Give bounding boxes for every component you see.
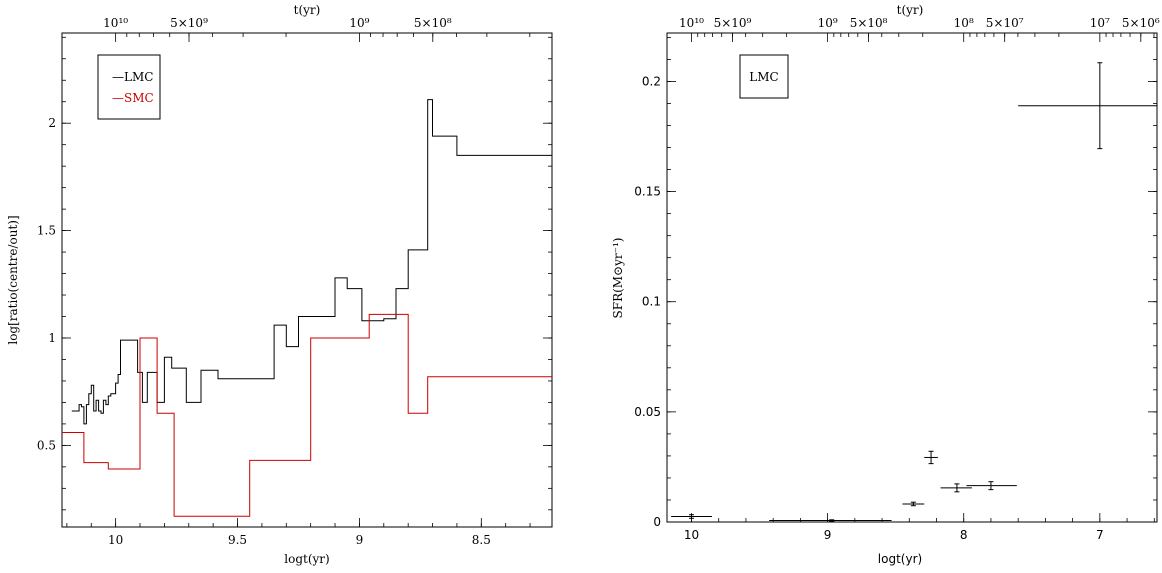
right-x-tick-label: 8	[960, 528, 968, 542]
legend-entry-lmc: —LMC	[112, 70, 153, 84]
right-y-tick-label: 0	[653, 515, 661, 529]
left-series	[62, 99, 552, 517]
left-plot-frame	[61, 32, 553, 528]
left-legend: —LMC —SMC	[97, 54, 161, 120]
right-legend: LMC	[739, 54, 789, 99]
right-y-tick-label: 0.05	[634, 405, 661, 419]
right-x-tick-label: 7	[1096, 528, 1104, 542]
left-top-tick-label: 5×10⁸	[414, 16, 452, 30]
left-y-tick-label: 1.5	[37, 224, 56, 238]
right-legend-text: LMC	[749, 70, 778, 84]
left-ticks: 10 9.5 9 8.5 0.5 1 1.5 2 10¹⁰ 5×10⁹ 10⁹ 5×10⁸	[37, 16, 552, 547]
left-top-axis-label: t(yr)	[294, 3, 321, 17]
right-x-tick-label: 9	[824, 528, 832, 542]
left-x-axis-label: logt(yr)	[284, 552, 329, 566]
left-y-tick-label: 1	[48, 331, 56, 345]
right-top-tick-label: 10¹⁰	[679, 16, 704, 30]
left-top-tick-label: 5×10⁹	[170, 16, 208, 30]
right-y-tick-label: 0.2	[642, 74, 661, 88]
left-x-tick-label: 10	[108, 533, 123, 547]
left-x-tick-label: 9.5	[228, 533, 247, 547]
right-plot-frame	[666, 32, 1158, 523]
right-top-axis-label: t(yr)	[897, 3, 924, 17]
left-y-tick-label: 2	[48, 116, 56, 130]
right-top-tick-label: 5×10⁷	[986, 16, 1024, 30]
right-top-tick-label: 10⁸	[954, 16, 974, 30]
right-x-tick-label: 10	[684, 528, 699, 542]
right-y-axis-label: SFR(M⊙yr⁻¹)	[611, 238, 625, 319]
series-line-smc	[62, 313, 552, 517]
right-points	[671, 62, 1157, 522]
left-top-tick-label: 10⁹	[349, 16, 369, 30]
left-x-tick-label: 8.5	[472, 533, 491, 547]
right-top-tick-label: 10⁹	[818, 16, 838, 30]
right-x-axis-label: logt(yr)	[878, 552, 922, 566]
left-x-tick-label: 9	[356, 533, 364, 547]
right-top-tick-label: 5×10⁸	[850, 16, 888, 30]
legend-box	[97, 54, 161, 120]
right-top-tick-label: 10⁷	[1090, 16, 1110, 30]
right-top-tick-label: 5×10⁶	[1122, 16, 1160, 30]
legend-entry-smc: —SMC	[112, 91, 154, 105]
left-panel: 10 9.5 9 8.5 0.5 1 1.5 2 10¹⁰ 5×10⁹ 10⁹ 5×10⁸ logt(…	[6, 3, 553, 566]
right-top-tick-label: 5×10⁹	[714, 16, 752, 30]
right-legend-box	[739, 54, 789, 99]
right-y-tick-label: 0.15	[634, 185, 661, 199]
left-y-axis-label: log[ratio(centre/out)]	[6, 215, 20, 344]
series-line-lmc	[71, 99, 552, 425]
right-y-tick-label: 0.1	[642, 295, 661, 309]
left-top-tick-label: 10¹⁰	[103, 16, 128, 30]
left-y-tick-label: 0.5	[37, 438, 56, 452]
right-panel: 10 9 8 7 0 0.05 0.1 0.15 0.2 10¹⁰ 5×10⁹ 10⁹ 5×10⁸ 10⁸…	[611, 3, 1160, 566]
right-ticks: 10 9 8 7 0 0.05 0.1 0.15 0.2 10¹⁰ 5×10⁹ 10⁹ 5×10⁸ 10⁸…	[634, 16, 1160, 542]
